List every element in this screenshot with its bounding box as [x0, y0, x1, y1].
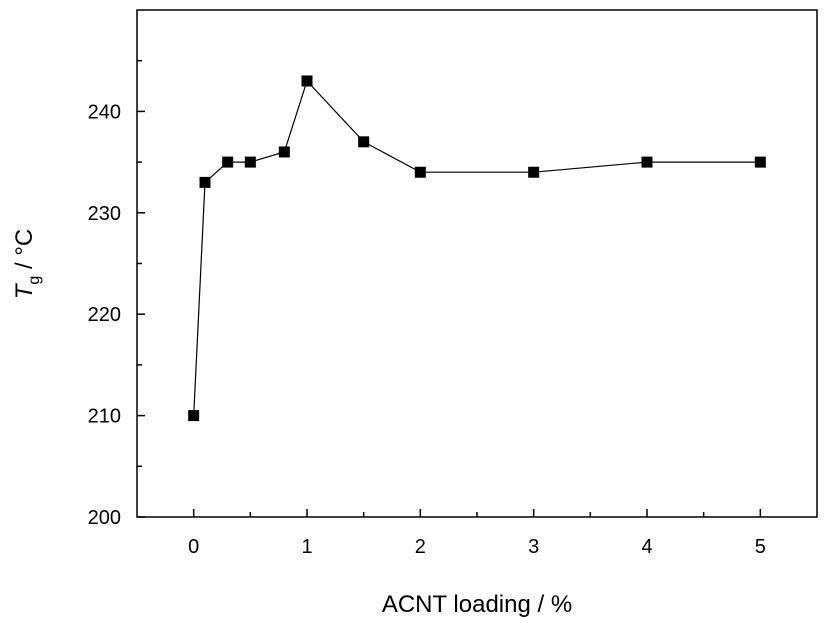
series-line [193, 79, 761, 416]
x-tick-label-3: 3 [528, 536, 539, 558]
data-point-0 [188, 410, 200, 422]
y-tick-label-1: 210 [88, 406, 121, 428]
x-axis-ticks: 0 1 2 3 4 5 [188, 509, 766, 558]
x-tick-label-0: 0 [188, 536, 199, 558]
data-point-1 [199, 176, 211, 188]
data-point-10 [754, 156, 766, 168]
data-point-3 [244, 156, 256, 168]
x-tick-label-5: 5 [755, 536, 766, 558]
y-axis-label-subscript: g [26, 276, 43, 285]
x-tick-label-1: 1 [301, 536, 312, 558]
x-tick-label-4: 4 [641, 536, 652, 558]
x-tick-label-2: 2 [415, 536, 426, 558]
y-tick-label-4: 240 [88, 101, 121, 123]
y-tick-label-0: 200 [88, 507, 121, 529]
data-point-9 [641, 156, 653, 168]
data-point-2 [222, 156, 234, 168]
data-point-5 [301, 75, 313, 87]
data-point-7 [414, 166, 426, 178]
x-axis-label: ACNT loading / % [382, 591, 572, 618]
y-axis-label: Tg / °C [11, 229, 43, 300]
y-axis-ticks: 200 210 220 230 240 [88, 59, 145, 529]
plot-frame [136, 9, 818, 518]
data-markers [188, 75, 766, 422]
y-axis-label-symbol: T [11, 282, 38, 299]
data-point-6 [358, 136, 370, 148]
y-axis-label-unit: / °C [11, 229, 38, 276]
y-tick-label-2: 220 [88, 304, 121, 326]
data-point-4 [278, 146, 290, 158]
data-point-8 [528, 166, 540, 178]
y-tick-label-3: 230 [88, 203, 121, 225]
